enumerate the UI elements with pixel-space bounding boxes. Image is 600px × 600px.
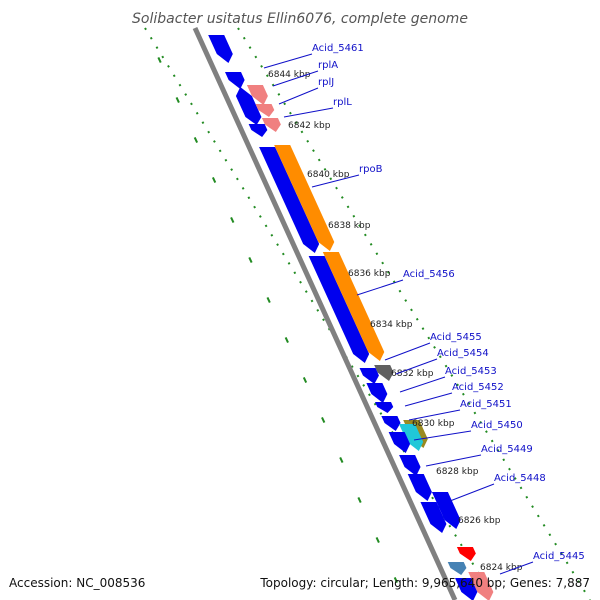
accession-text: Accession: NC_008536 [9, 576, 146, 590]
gene-label-leader [408, 409, 461, 421]
gene-feature[interactable] [246, 85, 268, 105]
gene-feature[interactable] [375, 402, 394, 413]
gene-feature[interactable] [259, 147, 320, 253]
gene-feature[interactable] [359, 368, 379, 384]
kbp-tick-label: 6844 kbp [268, 70, 311, 80]
gene-label[interactable]: Acid_5455 [430, 332, 482, 343]
gene-label[interactable]: Acid_5461 [312, 43, 364, 54]
gene-label-leader [278, 87, 319, 105]
gene-label[interactable]: Acid_5448 [494, 473, 546, 484]
gene-feature[interactable] [407, 474, 432, 501]
gene-label-leader [311, 174, 360, 188]
gene-feature[interactable] [235, 87, 259, 110]
gene-label[interactable]: rplJ [318, 77, 334, 88]
gene-label[interactable]: Acid_5453 [445, 366, 497, 377]
gene-label-leader [499, 561, 534, 575]
gene-feature[interactable] [225, 72, 245, 89]
gene-label-leader [449, 483, 495, 502]
gene-label-leader [399, 376, 446, 393]
gene-feature[interactable] [322, 252, 385, 361]
guide-dash [211, 176, 217, 184]
kbp-tick-label: 6838 kbp [328, 221, 371, 231]
gene-feature[interactable] [381, 416, 401, 431]
gene-label-leader [384, 342, 431, 361]
kbp-tick-label: 6840 kbp [307, 170, 350, 180]
gene-label[interactable]: Acid_5452 [452, 382, 504, 393]
kbp-tick-label: 6824 kbp [480, 563, 523, 573]
dotted-guide-1 [237, 27, 591, 600]
kbp-tick-label: 6830 kbp [412, 419, 455, 429]
gene-feature[interactable] [255, 104, 275, 117]
kbp-tick-label: 6828 kbp [436, 467, 479, 477]
kbp-tick-label: 6834 kbp [370, 320, 413, 330]
guide-dash [375, 536, 380, 544]
map-title: Solibacter usitatus Ellin6076, complete … [132, 11, 468, 27]
topology-text: Topology: circular; Length: 9,965,640 bp… [260, 576, 590, 590]
guide-dash [321, 416, 326, 424]
gene-feature[interactable] [431, 492, 461, 529]
gene-feature[interactable] [468, 572, 494, 600]
gene-label-leader [356, 279, 404, 296]
guide-dash [175, 96, 180, 104]
gene-label-leader [404, 392, 453, 407]
gene-feature[interactable] [456, 547, 476, 561]
gene-label[interactable]: Acid_5445 [533, 551, 585, 562]
gene-label[interactable]: Acid_5454 [437, 348, 489, 359]
gene-labels: Acid_5461 rplA rplJ rplL rpoB Acid_5456 Acid_5… [263, 43, 585, 575]
gene-feature[interactable] [208, 35, 233, 63]
guide-dash [193, 136, 199, 144]
gene-feature[interactable] [248, 124, 268, 137]
guide-dash [393, 576, 399, 584]
gene-label[interactable]: Acid_5451 [460, 399, 512, 410]
kbp-ticks: 6844 kbp 6842 kbp 6840 kbp 6838 kbp 6836 kbp… [268, 70, 523, 573]
gene-feature[interactable] [399, 455, 421, 476]
genome-backbone [192, 26, 458, 600]
kbp-tick-label: 6842 kbp [288, 121, 331, 131]
gene-label[interactable]: rplL [333, 97, 352, 108]
gene-feature[interactable] [388, 432, 411, 453]
gene-label-leader [263, 53, 313, 69]
gene-label[interactable]: Acid_5456 [403, 269, 455, 280]
gene-features [208, 35, 494, 600]
kbp-tick-label: 6832 kbp [391, 369, 434, 379]
guide-dash [302, 376, 308, 384]
gene-feature[interactable] [366, 383, 388, 403]
gene-feature[interactable] [447, 562, 467, 575]
gene-label-leader [413, 430, 472, 441]
gene-feature[interactable] [399, 424, 424, 451]
guide-dash [248, 256, 253, 264]
guide-dash [339, 456, 344, 464]
kbp-tick-label: 6826 kbp [458, 516, 501, 526]
dotted-guide-0 [144, 27, 496, 600]
guide-dash [357, 496, 362, 504]
gene-feature[interactable] [261, 118, 281, 132]
gene-label-leader [395, 358, 438, 375]
gene-label[interactable]: rplA [318, 60, 338, 71]
kbp-tick-label: 6836 kbp [348, 269, 391, 279]
gene-label[interactable]: rpoB [359, 164, 383, 175]
gene-label-leader [272, 70, 319, 87]
guide-dash [230, 216, 235, 224]
dotted-guide-lines [144, 27, 591, 600]
gene-label-leader [283, 107, 334, 118]
guide-dash [266, 296, 271, 304]
guide-dash [157, 56, 162, 64]
gene-feature[interactable] [274, 145, 335, 251]
gene-label[interactable]: Acid_5450 [471, 420, 523, 431]
gene-feature[interactable] [455, 578, 478, 600]
gene-feature[interactable] [242, 110, 262, 125]
guide-dash [284, 336, 289, 344]
gene-label[interactable]: Acid_5449 [481, 444, 533, 455]
gene-feature[interactable] [420, 502, 447, 533]
gene-feature[interactable] [374, 365, 394, 381]
gene-label-leader [425, 454, 482, 467]
gene-feature[interactable] [308, 256, 370, 363]
